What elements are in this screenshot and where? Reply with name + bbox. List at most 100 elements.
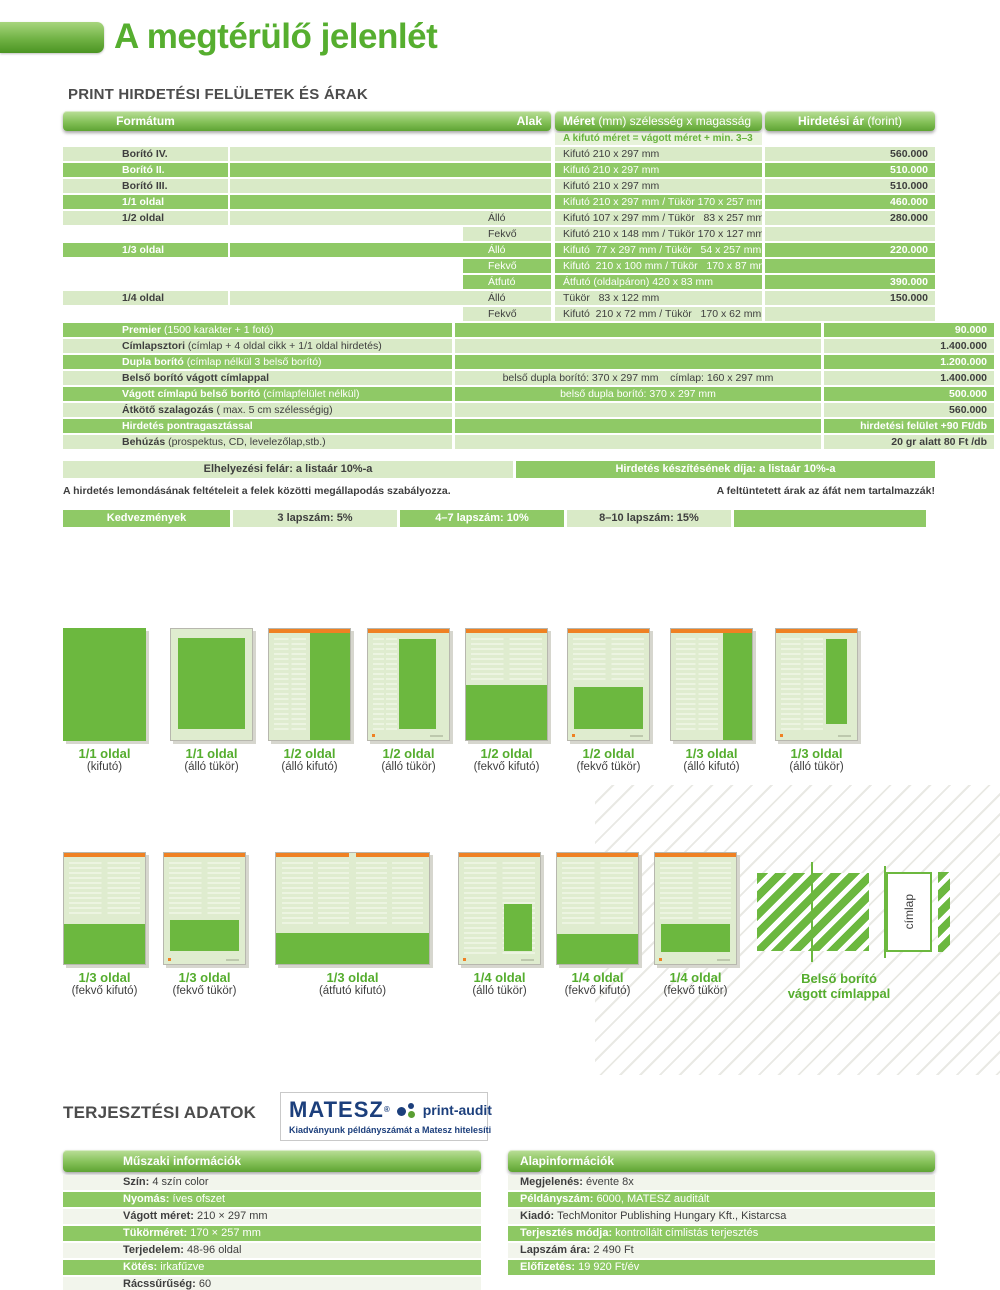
layout-diagram: 1/4 oldal (álló tükör) bbox=[458, 852, 541, 997]
size-cell: Kifutó 210 x 297 mm bbox=[555, 179, 762, 193]
print-audit-dots-icon bbox=[396, 1100, 417, 1120]
column-header-meret: Méret (mm) szélesség x magasság bbox=[555, 111, 762, 131]
table-row: Borító IV. Kifutó 210 x 297 mm 560.000 bbox=[63, 147, 994, 161]
page-title: A megtérülő jelenlét bbox=[114, 17, 438, 56]
layout-diagram: 1/3 oldal (álló tükör) bbox=[775, 628, 858, 773]
layout-diagram: 1/3 oldal (álló kifutó) bbox=[670, 628, 753, 773]
price-cell: 560.000 bbox=[824, 403, 994, 417]
price-cell: 510.000 bbox=[765, 179, 935, 193]
layout-diagram: 1/4 oldal (fekvő kifutó) bbox=[556, 852, 639, 997]
table-row: Borító II. Kifutó 210 x 297 mm 510.000 bbox=[63, 163, 994, 177]
column-header-ar: Hirdetési ár (forint) bbox=[765, 111, 935, 131]
size-cell: Kifutó 210 x 297 mm / Tükör 170 x 257 mm bbox=[555, 195, 762, 209]
table-row: 1/2 oldal Álló Kifutó 107 x 297 mm / Tükö… bbox=[63, 211, 994, 225]
layout-diagram: 1/1 oldal (kifutó) bbox=[63, 628, 146, 773]
price-cell: 150.000 bbox=[765, 291, 935, 305]
cancellation-note: A hirdetés lemondásának feltételeit a fe… bbox=[63, 485, 451, 497]
size-cell: Kifutó 210 x 297 mm bbox=[555, 163, 762, 177]
layout-diagram: 1/2 oldal (fekvő kifutó) bbox=[465, 628, 548, 773]
layout-diagram: 1/2 oldal (álló kifutó) bbox=[268, 628, 351, 773]
size-cell: belső dupla borító: 370 x 297 mm bbox=[455, 387, 821, 401]
info-row: Rácssűrűség: 60 bbox=[63, 1277, 481, 1290]
size-cell bbox=[455, 403, 821, 417]
technical-info-table: Műszaki információk Szín: 4 szín color N… bbox=[63, 1150, 481, 1290]
matesz-logo: MATESZ® bbox=[289, 1097, 391, 1122]
basic-info-table: Alapinformációk Megjelenés: évente 8x Pé… bbox=[508, 1150, 935, 1277]
table-row: Premier (1500 karakter + 1 fotó) 90.000 bbox=[63, 323, 994, 337]
column-header-formatum: Formátum bbox=[116, 114, 175, 128]
info-row: Lapszám ára: 2 490 Ft bbox=[508, 1243, 935, 1258]
info-row: Vágott méret: 210 × 297 mm bbox=[63, 1209, 481, 1224]
price-cell: 390.000 bbox=[765, 275, 935, 289]
size-cell: belső dupla borító: 370 x 297 mm címlap:… bbox=[455, 371, 821, 385]
column-header-alak: Alak bbox=[516, 114, 542, 128]
table-row: Belső borító vágott címlappal belső dupl… bbox=[63, 371, 994, 385]
size-cell: Kifutó 107 x 297 mm / Tükör 83 x 257 mm bbox=[555, 211, 762, 225]
price-cell bbox=[765, 227, 935, 241]
price-cell: 90.000 bbox=[824, 323, 994, 337]
table-row: Átfutó Átfutó (oldalpáron) 420 x 83 mm 3… bbox=[63, 275, 994, 289]
info-row: Előfizetés: 19 920 Ft/év bbox=[508, 1260, 935, 1275]
info-row: Példányszám: 6000, MATESZ auditált bbox=[508, 1192, 935, 1207]
info-row: Terjedelem: 48-96 oldal bbox=[63, 1243, 481, 1258]
price-cell: 510.000 bbox=[765, 163, 935, 177]
layout-diagram: 1/3 oldal (fekvő tükör) bbox=[163, 852, 246, 997]
meret-note-row: A kifutó méret = vágott méret + min. 3–3… bbox=[63, 133, 762, 156]
price-cell: 280.000 bbox=[765, 211, 935, 225]
table-row: Vágott címlapú belső borító (címlapfelül… bbox=[63, 387, 994, 401]
info-row: Tükörméret: 170 × 257 mm bbox=[63, 1226, 481, 1241]
layout-diagram-spread: 1/3 oldal (átfutó kifutó) bbox=[275, 852, 430, 997]
size-cell bbox=[455, 323, 821, 337]
cimlap-label: címlap bbox=[902, 894, 916, 930]
price-cell: hirdetési felület +90 Ft/db bbox=[824, 419, 994, 433]
info-row: Terjesztés módja: kontrollált címlistás … bbox=[508, 1226, 935, 1241]
production-fee: Hirdetés készítésének díja: a listaár 10… bbox=[516, 461, 935, 478]
price-cell: 20 gr alatt 80 Ft /db bbox=[824, 435, 994, 449]
matesz-print-audit-box: MATESZ® print-audit Kiadványunk példánys… bbox=[280, 1092, 492, 1141]
table-row: Fekvő Kifutó 210 x 72 mm / Tükör 170 x 6… bbox=[63, 307, 994, 321]
table-row: Átkötő szalagozás ( max. 5 cm szélességi… bbox=[63, 403, 994, 417]
layout-diagram: 1/2 oldal (fekvő tükör) bbox=[567, 628, 650, 773]
info-row: Megjelenés: évente 8x bbox=[508, 1175, 935, 1190]
meret-note: A kifutó méret = vágott méret + min. 3–3… bbox=[555, 133, 762, 156]
table-row: Borító III. Kifutó 210 x 297 mm 510.000 bbox=[63, 179, 994, 193]
price-cell: 1.400.000 bbox=[824, 339, 994, 353]
placement-surcharge: Elhelyezési felár: a listaár 10%-a bbox=[63, 461, 513, 478]
size-cell: Tükör 83 x 122 mm bbox=[555, 291, 762, 305]
price-cell: 1.200.000 bbox=[824, 355, 994, 369]
table-row: 1/4 oldal Álló Tükör 83 x 122 mm 150.000 bbox=[63, 291, 994, 305]
layout-diagram: 1/4 oldal (fekvő tükör) bbox=[654, 852, 737, 997]
basic-info-header: Alapinformációk bbox=[508, 1150, 935, 1172]
layout-diagram: 1/1 oldal (álló tükör) bbox=[170, 628, 253, 773]
header-green-bar bbox=[0, 22, 104, 53]
info-row: Kiadó: TechMonitor Publishing Hungary Kf… bbox=[508, 1209, 935, 1224]
print-audit-label: print-audit bbox=[422, 1102, 492, 1118]
size-cell: Kifutó 210 x 148 mm / Tükör 170 x 127 mm bbox=[555, 227, 762, 241]
discount-filler bbox=[734, 510, 926, 527]
section-title-print: PRINT HIRDETÉSI FELÜLETEK ÉS ÁRAK bbox=[68, 86, 368, 103]
price-cell: 460.000 bbox=[765, 195, 935, 209]
price-cell: 220.000 bbox=[765, 243, 935, 257]
inner-cover-label: Belső borító vágott címlappal bbox=[787, 971, 891, 1001]
size-cell bbox=[455, 339, 821, 353]
price-cell bbox=[765, 307, 935, 321]
layout-diagram: 1/3 oldal (fekvő kifutó) bbox=[63, 852, 146, 997]
discount-tier-3: 8–10 lapszám: 15% bbox=[567, 510, 731, 527]
table-row: Hirdetés pontragasztással hirdetési felü… bbox=[63, 419, 994, 433]
discount-tier-1: 3 lapszám: 5% bbox=[233, 510, 397, 527]
table-row: Behúzás (prospektus, CD, levelezőlap,stb… bbox=[63, 435, 994, 449]
price-cell bbox=[765, 259, 935, 273]
size-cell: Átfutó (oldalpáron) 420 x 83 mm bbox=[555, 275, 762, 289]
info-row: Kötés: irkafűzve bbox=[63, 1260, 481, 1275]
size-cell bbox=[455, 355, 821, 369]
discounts-row: Kedvezmények 3 lapszám: 5% 4–7 lapszám: … bbox=[63, 510, 926, 527]
price-cell: 500.000 bbox=[824, 387, 994, 401]
table-row: 1/1 oldal Kifutó 210 x 297 mm / Tükör 17… bbox=[63, 195, 994, 209]
info-row: Nyomás: íves ofszet bbox=[63, 1192, 481, 1207]
header-formatum-alak: Formátum Alak bbox=[63, 111, 551, 131]
layout-diagram: 1/2 oldal (álló tükör) bbox=[367, 628, 450, 773]
info-row: Szín: 4 szín color bbox=[63, 1175, 481, 1190]
table-header: Formátum Alak Méret (mm) szélesség x mag… bbox=[63, 111, 935, 131]
vat-note: A feltüntetett árak az áfát nem tartalma… bbox=[716, 485, 935, 497]
